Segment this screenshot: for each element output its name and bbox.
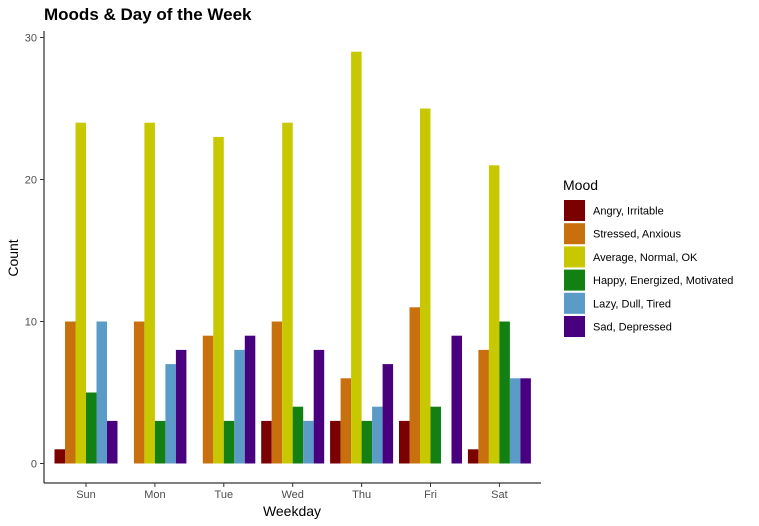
bar-thu-series-3 [351,51,362,464]
bar-sun-series-5 [96,321,107,464]
bar-fri-series-6 [451,335,462,464]
legend-title: Mood [563,177,598,193]
bar-mon-series-4 [154,420,166,464]
bar-sat-series-1 [467,449,479,464]
bar-sun-series-6 [107,420,118,464]
bar-fri-series-2 [409,307,420,464]
bar-mon-series-3 [144,122,155,464]
legend-swatch-4 [564,269,585,291]
bar-tue-series-6 [244,335,256,464]
bar-sat-series-6 [520,378,531,464]
bar-tue-series-5 [234,349,245,464]
bar-wed-series-4 [292,406,304,464]
bar-sun-series-1 [54,449,65,464]
y-ticks-group: 0 10 20 30 [25,33,44,471]
bar-wed-series-3 [282,122,293,464]
bar-mon-series-6 [175,349,187,464]
bar-tue-series-4 [223,420,235,464]
legend-label-2: Stressed, Anxious [593,229,682,241]
bar-wed-series-6 [313,349,325,464]
bar-sat-series-2 [478,349,489,464]
bar-mon-series-5 [165,364,176,464]
legend-swatch-3 [564,246,585,268]
bar-thu-series-5 [372,406,383,464]
bar-sun-series-3 [75,122,86,464]
legend: Mood Angry, Irritable Stressed, Anxious Av… [563,177,733,337]
y-tick-label: 20 [25,175,37,187]
y-axis-title: Count [5,239,21,276]
x-tick-label-fri: Fri [424,489,437,501]
x-tick-label-thu: Thu [352,489,371,501]
y-tick-label: 0 [31,459,37,471]
legend-label-3: Average, Normal, OK [593,252,698,264]
legend-swatch-5 [564,292,585,314]
bar-wed-series-1 [261,420,272,464]
chart-title: Moods & Day of the Week [44,5,252,24]
bar-tue-series-3 [213,136,224,464]
bars-group [54,51,531,464]
y-tick-label: 10 [25,317,37,329]
bar-sat-series-5 [509,378,521,464]
x-ticks-group: Sun Mon Tue Wed Thu Fri Sat [76,483,508,501]
y-tick-label: 30 [25,33,37,45]
x-tick-label-tue: Tue [215,489,234,501]
bar-tue-series-2 [202,335,214,464]
x-tick-label-mon: Mon [144,489,165,501]
bar-fri-series-3 [420,108,431,464]
x-axis-title: Weekday [263,503,321,519]
legend-label-1: Angry, Irritable [593,206,664,218]
bar-sat-series-3 [488,165,500,464]
legend-label-6: Sad, Depressed [593,322,672,334]
bar-thu-series-1 [330,420,341,464]
bar-thu-series-6 [382,364,394,464]
legend-swatch-2 [564,223,585,245]
legend-label-4: Happy, Energized, Motivated [593,275,733,287]
bar-fri-series-1 [399,420,410,464]
legend-swatch-1 [564,200,585,221]
x-tick-label-sun: Sun [76,489,96,501]
bar-mon-series-2 [133,321,145,464]
bar-sun-series-4 [86,392,97,464]
bar-sat-series-4 [499,321,510,464]
bar-fri-series-4 [430,406,441,464]
x-tick-label-wed: Wed [281,489,303,501]
bar-thu-series-4 [361,420,373,464]
bar-sun-series-2 [65,321,76,464]
legend-swatch-6 [564,316,585,337]
legend-label-5: Lazy, Dull, Tired [593,298,671,310]
bar-thu-series-2 [340,378,352,464]
bar-wed-series-2 [271,321,283,464]
bar-wed-series-5 [303,420,314,464]
x-tick-label-sat: Sat [491,489,508,501]
